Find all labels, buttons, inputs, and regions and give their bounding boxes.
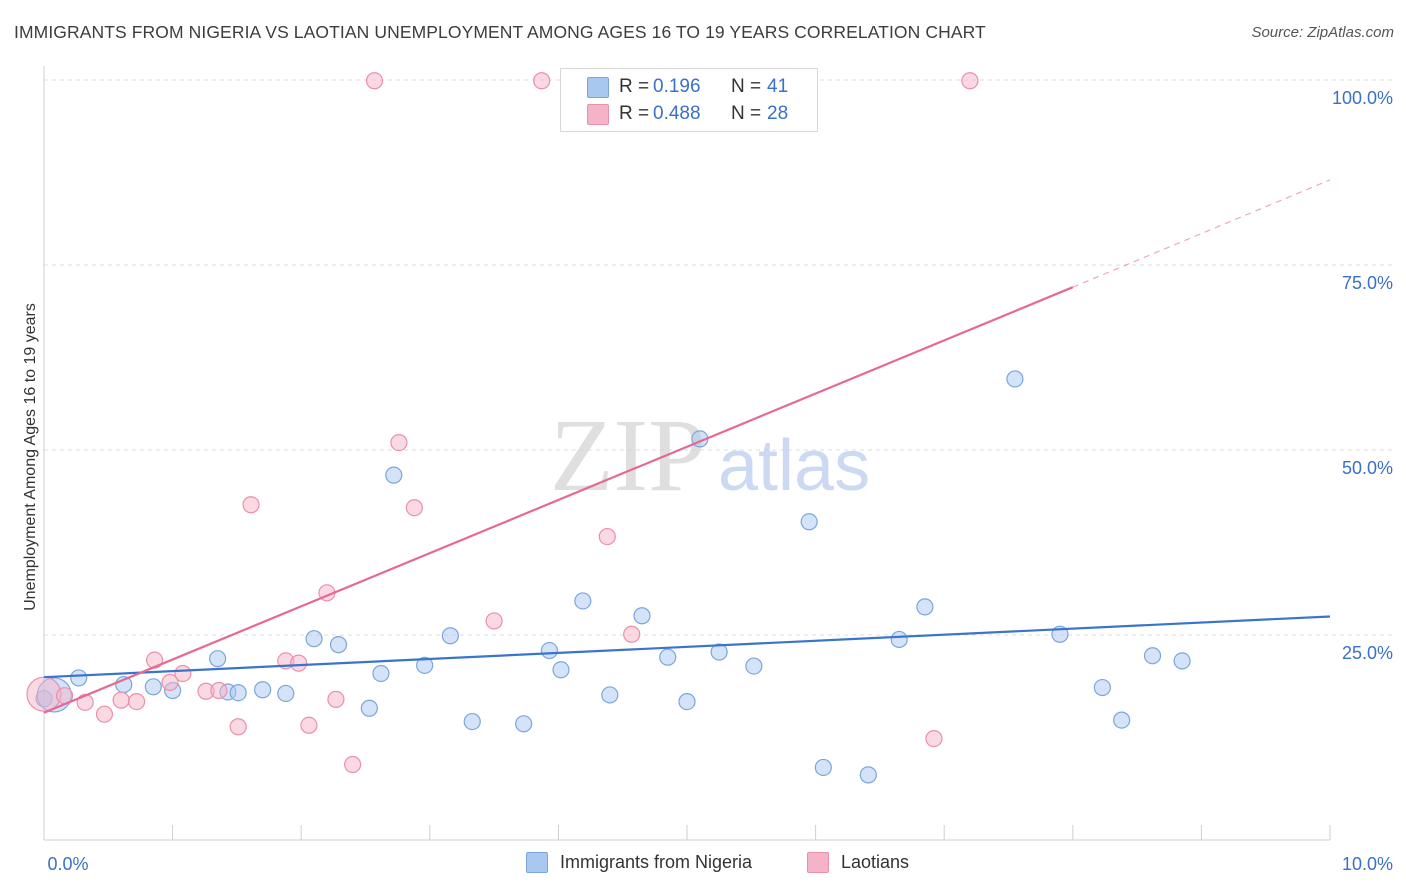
- legend-r-label: R =: [619, 76, 650, 97]
- point-laotians: [161, 673, 179, 691]
- stats-legend: R = 0.196 N = 41 R = 0.488 N = 28: [560, 68, 818, 132]
- point-laotians: [344, 755, 362, 774]
- legend-r-value: 0.196: [653, 76, 701, 97]
- point-nigeria: [1093, 678, 1111, 697]
- point-nigeria: [515, 715, 533, 733]
- point-nigeria: [1173, 652, 1191, 670]
- point-laotians: [229, 718, 247, 736]
- point-nigeria: [254, 681, 272, 699]
- point-nigeria: [463, 712, 481, 731]
- point-laotians: [242, 496, 260, 514]
- point-nigeria: [574, 592, 592, 610]
- point-nigeria: [890, 630, 908, 649]
- point-laotians: [174, 664, 192, 683]
- point-nigeria: [209, 650, 227, 668]
- point-laotians: [405, 499, 423, 517]
- trend-line-laotians: [43, 286, 1074, 714]
- point-nigeria: [710, 643, 728, 661]
- legend-swatch-laotians: [587, 103, 609, 125]
- point-nigeria: [372, 664, 390, 683]
- legend-swatch-nigeria: [587, 76, 609, 98]
- point-nigeria: [659, 648, 677, 666]
- legend-n-label: N =: [731, 103, 762, 124]
- point-laotians: [390, 434, 408, 452]
- point-laotians: [210, 681, 228, 700]
- legend-n-label: N =: [731, 76, 762, 97]
- point-laotians: [533, 72, 551, 90]
- point-nigeria: [277, 684, 295, 703]
- trend-line-nigeria: [43, 615, 1331, 679]
- point-nigeria: [441, 627, 459, 645]
- point-laotians: [26, 676, 62, 712]
- point-laotians: [95, 705, 114, 723]
- point-nigeria: [385, 466, 403, 484]
- point-nigeria: [745, 657, 763, 675]
- point-nigeria: [1113, 711, 1131, 729]
- gridlines: [44, 79, 1392, 636]
- watermark: ZIP atlas: [550, 398, 870, 513]
- legend-r-value: 0.488: [653, 103, 701, 124]
- point-laotians: [598, 527, 616, 546]
- point-laotians: [365, 72, 384, 90]
- legend-n-value: 28: [767, 103, 789, 124]
- point-laotians: [623, 625, 641, 643]
- point-nigeria: [633, 607, 651, 625]
- point-laotians: [961, 72, 979, 90]
- bottom-legend-laotians: Laotians: [807, 852, 909, 873]
- point-nigeria: [540, 641, 558, 660]
- point-nigeria: [416, 656, 434, 674]
- legend-n-value: 41: [767, 76, 789, 97]
- point-laotians: [485, 612, 503, 630]
- point-nigeria: [360, 699, 378, 717]
- y-tick-label: 50.0%: [1342, 458, 1393, 478]
- point-nigeria: [814, 758, 832, 777]
- point-nigeria: [601, 686, 619, 704]
- point-nigeria: [800, 513, 818, 531]
- point-nigeria: [552, 661, 570, 679]
- y-tick-label: 75.0%: [1342, 273, 1393, 293]
- bottom-legend-label-laotians: Laotians: [841, 852, 910, 872]
- point-laotians: [112, 691, 130, 709]
- legend-r-label: R =: [619, 103, 650, 124]
- point-laotians: [127, 692, 146, 711]
- x-tick-label-min: 0.0%: [47, 854, 88, 874]
- bottom-legend-swatch-nigeria: [526, 852, 548, 873]
- chart-title: IMMIGRANTS FROM NIGERIA VS LAOTIAN UNEMP…: [14, 22, 986, 42]
- watermark-zip: ZIP: [550, 398, 706, 513]
- bottom-legend-nigeria: Immigrants from Nigeria: [526, 852, 752, 873]
- chart-source: Source: ZipAtlas.com: [1251, 24, 1394, 41]
- point-nigeria: [305, 630, 323, 648]
- trend-lines: [43, 179, 1331, 714]
- point-laotians: [327, 690, 345, 708]
- point-nigeria: [1006, 370, 1024, 388]
- point-nigeria: [1143, 647, 1162, 665]
- point-laotians: [300, 716, 318, 734]
- y-tick-label: 100.0%: [1332, 88, 1393, 108]
- watermark-atlas: atlas: [718, 426, 870, 506]
- data-points: [26, 72, 1191, 784]
- x-tick-label-max: 10.0%: [1342, 854, 1393, 874]
- point-laotians: [290, 654, 308, 672]
- y-tick-label: 25.0%: [1342, 643, 1393, 663]
- bottom-legend-swatch-laotians: [807, 852, 829, 873]
- y-axis-label: Unemployment Among Ages 16 to 19 years: [22, 303, 39, 611]
- trend-line-laotians-extension: [1072, 179, 1331, 288]
- point-laotians: [925, 729, 943, 748]
- point-nigeria: [678, 692, 696, 711]
- tick-labels: 100.0% 75.0% 50.0% 25.0% 0.0% 10.0%: [47, 88, 1393, 874]
- point-nigeria: [329, 636, 348, 654]
- point-nigeria: [859, 766, 877, 784]
- point-nigeria: [144, 678, 162, 696]
- point-nigeria: [70, 669, 88, 687]
- point-nigeria: [916, 598, 934, 616]
- bottom-legend-label-nigeria: Immigrants from Nigeria: [560, 852, 753, 872]
- point-nigeria: [229, 684, 247, 702]
